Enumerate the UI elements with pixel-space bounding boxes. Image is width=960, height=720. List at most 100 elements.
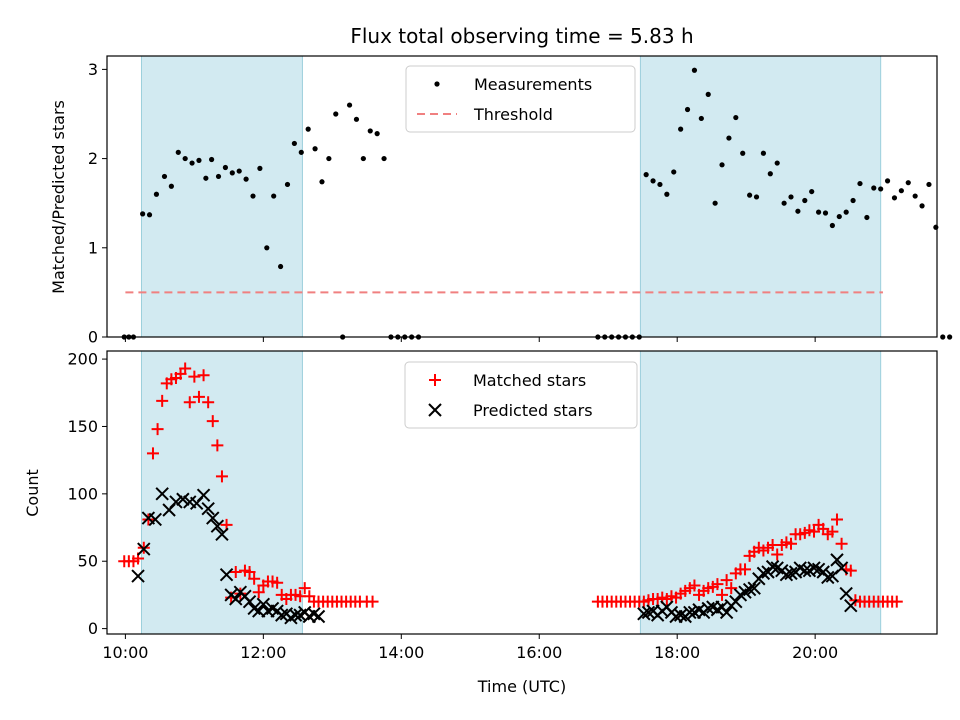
predicted-star-point	[844, 598, 858, 613]
measurement-point	[898, 188, 904, 194]
measurement-point	[312, 146, 318, 152]
measurement-point	[215, 173, 222, 180]
predicted-star-point	[756, 566, 771, 581]
measurement-point	[940, 334, 946, 340]
measurement-point	[346, 102, 353, 108]
measurement-point	[788, 194, 794, 200]
measurement-point	[705, 91, 711, 97]
matched-star-point	[179, 362, 192, 375]
bottom-y-tick-label: 200	[67, 350, 98, 369]
x-tick-label: 12:00	[240, 643, 286, 662]
x-tick-label: 10:00	[102, 643, 148, 662]
measurement-point	[891, 195, 898, 201]
predicted-star-point	[210, 519, 225, 533]
measurement-point	[871, 185, 877, 191]
measurement-point	[843, 209, 849, 215]
predicted-star-point	[683, 605, 697, 620]
predicted-star-point	[229, 592, 243, 606]
measurement-point	[360, 155, 366, 162]
x-axis-label: Time (UTC)	[477, 677, 566, 696]
top-y-axis-label: Matched/Predicted stars	[49, 100, 68, 294]
count-panel: 10:00 12:00 14:00 16:00 18:00 20:00 0 50 100 150 2…	[23, 350, 938, 696]
measurement-legend-marker	[434, 81, 440, 87]
matched-star-point	[844, 564, 857, 577]
measurement-point	[712, 200, 718, 206]
predicted-star-point	[206, 511, 220, 525]
matched-star-point	[720, 574, 733, 587]
measurement-point	[203, 175, 209, 181]
measurement-point	[850, 197, 856, 204]
top-y-tick-label: 1	[88, 238, 98, 257]
predicted-star-point	[821, 570, 835, 585]
matched-star-point	[183, 396, 196, 409]
predicted-star-point	[196, 488, 211, 502]
measurement-point	[698, 115, 704, 122]
measurement-point	[657, 181, 663, 188]
bottom-y-axis-label: Count	[23, 469, 42, 517]
measurement-legend-label: Measurements	[474, 75, 592, 94]
top-y-tick-label: 0	[88, 328, 98, 347]
predicted-star-point	[747, 581, 761, 595]
top-y-tick-label: 2	[88, 149, 98, 168]
bottom-y-tick-label: 0	[88, 619, 98, 638]
measurement-point	[381, 155, 387, 162]
measurement-point	[182, 155, 188, 162]
top-y-tick-label: 3	[88, 60, 98, 79]
matched-star-point	[211, 439, 224, 452]
matched-star-point	[725, 582, 738, 595]
measurement-point	[250, 193, 256, 199]
observing-window-shade	[639, 350, 882, 635]
predicted-star-point	[742, 582, 757, 597]
measurement-point	[684, 106, 691, 113]
measurement-points	[121, 67, 953, 340]
predicted-star-point	[219, 567, 234, 582]
measurement-point	[678, 126, 684, 132]
measurement-point	[189, 160, 195, 166]
matched-star-point	[151, 423, 164, 436]
predicted-star-point	[719, 605, 734, 620]
matched-star-point	[711, 578, 724, 591]
measurement-point	[905, 180, 911, 186]
matched-star-point	[156, 394, 169, 407]
predicted-star-point	[807, 561, 821, 575]
measurement-point	[864, 214, 870, 221]
measurement-point	[726, 135, 732, 141]
predicted-star-point	[311, 609, 326, 624]
matched-star-point	[252, 586, 265, 599]
measurement-point	[326, 155, 332, 162]
measurement-point	[691, 67, 698, 73]
ratio-panel: 0 1 2 3 Matched/Predicted stars Measurement…	[49, 55, 953, 347]
matched-star-point	[826, 525, 839, 538]
top-legend: Measurements Threshold	[405, 65, 636, 133]
measurement-point	[815, 209, 822, 215]
measurement-point	[822, 210, 829, 216]
predicted-legend-label: Predicted stars	[473, 401, 593, 420]
x-tick-label: 16:00	[516, 643, 562, 662]
measurement-point	[196, 157, 202, 163]
predicted-star-point	[839, 586, 853, 601]
bottom-legend: Matched stars Predicted stars	[404, 361, 638, 429]
threshold-legend-label: Threshold	[473, 105, 553, 124]
top-axis-ticks: 0 1 2 3	[88, 60, 816, 347]
predicted-star-point	[215, 527, 229, 541]
measurement-point	[878, 186, 884, 192]
measurement-point	[747, 192, 753, 198]
matched-star-point	[215, 470, 228, 483]
measurement-point	[829, 222, 835, 229]
matched-star-point	[229, 566, 242, 579]
measurement-point	[161, 173, 168, 180]
predicted-star-point	[798, 563, 812, 578]
predicted-star-point	[765, 559, 780, 574]
measurement-point	[264, 245, 270, 251]
measurement-point	[374, 131, 380, 137]
matched-star-point	[248, 572, 261, 585]
predicted-star-point	[784, 566, 798, 581]
matched-legend-label: Matched stars	[473, 371, 586, 390]
matched-star-point	[188, 370, 201, 383]
predicted-star-point	[673, 608, 688, 622]
measurement-point	[277, 263, 284, 270]
measurement-point	[284, 181, 291, 188]
measurement-point	[291, 140, 297, 147]
measurement-point	[643, 172, 649, 178]
